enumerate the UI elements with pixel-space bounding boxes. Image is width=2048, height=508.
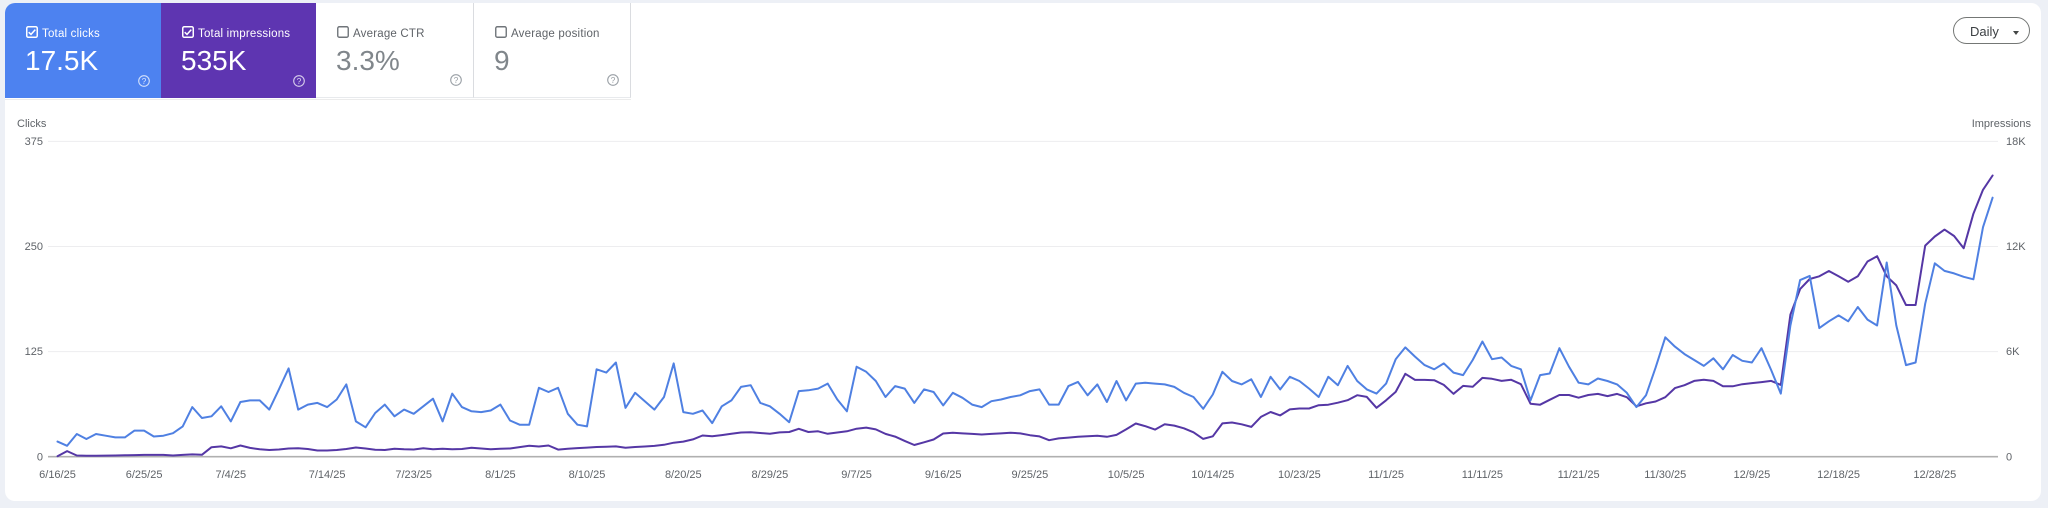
svg-text:18K: 18K xyxy=(2006,136,2026,148)
svg-text:7/4/25: 7/4/25 xyxy=(216,469,247,481)
svg-text:8/29/25: 8/29/25 xyxy=(752,469,789,481)
svg-text:0: 0 xyxy=(2006,451,2012,463)
svg-text:9/16/25: 9/16/25 xyxy=(925,469,962,481)
svg-text:11/1/25: 11/1/25 xyxy=(1368,469,1404,481)
svg-text:11/30/25: 11/30/25 xyxy=(1644,469,1686,481)
svg-text:?: ? xyxy=(142,76,147,86)
svg-text:125: 125 xyxy=(25,346,43,358)
svg-text:375: 375 xyxy=(25,136,43,148)
svg-text:12K: 12K xyxy=(2006,241,2026,253)
svg-text:12/18/25: 12/18/25 xyxy=(1817,469,1860,481)
svg-text:10/14/25: 10/14/25 xyxy=(1191,469,1234,481)
svg-text:9/7/25: 9/7/25 xyxy=(841,469,872,481)
svg-text:10/5/25: 10/5/25 xyxy=(1108,469,1145,481)
svg-text:250: 250 xyxy=(25,241,43,253)
svg-text:8/1/25: 8/1/25 xyxy=(485,469,516,481)
svg-text:8/10/25: 8/10/25 xyxy=(569,469,606,481)
svg-text:Impressions: Impressions xyxy=(1972,118,2032,130)
svg-text:0: 0 xyxy=(37,451,43,463)
svg-text:10/23/25: 10/23/25 xyxy=(1278,469,1321,481)
svg-text:?: ? xyxy=(297,76,302,86)
svg-text:12/9/25: 12/9/25 xyxy=(1734,469,1771,481)
svg-text:12/28/25: 12/28/25 xyxy=(1913,469,1956,481)
svg-text:6/16/25: 6/16/25 xyxy=(39,469,76,481)
svg-text:9/25/25: 9/25/25 xyxy=(1012,469,1049,481)
svg-text:6/25/25: 6/25/25 xyxy=(126,469,163,481)
svg-text:8/20/25: 8/20/25 xyxy=(665,469,702,481)
svg-text:?: ? xyxy=(454,75,459,85)
svg-text:Clicks: Clicks xyxy=(17,118,47,130)
svg-text:11/11/25: 11/11/25 xyxy=(1462,469,1503,481)
svg-text:6K: 6K xyxy=(2006,346,2020,358)
svg-text:7/23/25: 7/23/25 xyxy=(395,469,432,481)
svg-text:7/14/25: 7/14/25 xyxy=(309,469,346,481)
svg-text:11/21/25: 11/21/25 xyxy=(1558,469,1600,481)
svg-text:?: ? xyxy=(611,75,616,85)
